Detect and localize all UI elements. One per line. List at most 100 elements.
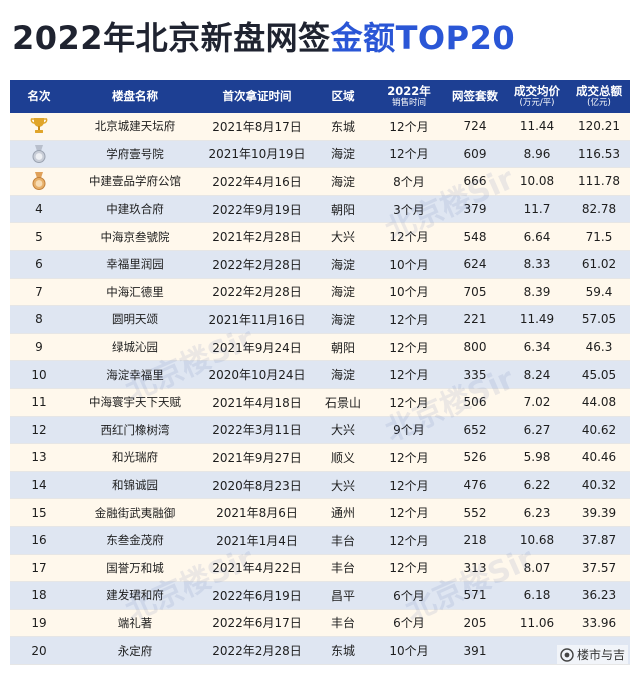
first-permit-date-cell: 2022年9月19日: [202, 195, 312, 223]
avg-price-cell: 10.68: [506, 526, 568, 554]
signed-units-cell: 652: [444, 416, 506, 444]
first-permit-date-cell: 2020年8月23日: [202, 471, 312, 499]
sales-period-cell: 12个月: [374, 140, 444, 168]
first-permit-date-cell: 2021年1月4日: [202, 526, 312, 554]
first-permit-date-cell: 2021年8月6日: [202, 498, 312, 527]
first-permit-date-cell: 2021年2月28日: [202, 222, 312, 251]
column-header-label: 2022年: [387, 84, 431, 98]
sales-period-cell: 12个月: [374, 388, 444, 417]
project-name-cell: 端礼著: [68, 609, 202, 637]
first-permit-date-cell: 2021年11月16日: [202, 305, 312, 334]
column-header-label: 网签套数: [452, 89, 498, 103]
total-amount-cell: 37.57: [568, 554, 630, 582]
district-cell: 海淀: [312, 167, 374, 196]
rank-cell: [10, 113, 68, 141]
title-part-1: 2022年北京新盘网签: [12, 19, 331, 57]
column-header-sublabel: 销售时间: [391, 98, 426, 108]
avg-price-cell: 8.96: [506, 140, 568, 168]
table-row: 15 金融街武夷融御 2021年8月6日 通州 12个月 552 6.23 39.39: [10, 498, 630, 527]
silver-medal-icon: [30, 144, 48, 164]
column-header-label: 成交总额: [576, 84, 622, 98]
district-cell: 昌平: [312, 581, 374, 610]
signed-units-cell: 313: [444, 554, 506, 582]
first-permit-date-cell: 2021年9月27日: [202, 443, 312, 472]
table-row: 10 海淀幸福里 2020年10月24日 海淀 12个月 335 8.24 45.05: [10, 360, 630, 389]
table-row: 18 建发珺和府 2022年6月19日 昌平 6个月 571 6.18 36.23: [10, 581, 630, 610]
column-header: 2022年 销售时间: [374, 80, 444, 113]
district-cell: 朝阳: [312, 333, 374, 361]
table-row: 5 中海京叁號院 2021年2月28日 大兴 12个月 548 6.64 71.5: [10, 222, 630, 251]
total-amount-cell: 46.3: [568, 333, 630, 361]
project-name-cell: 和光瑞府: [68, 443, 202, 472]
sales-period-cell: 10个月: [374, 636, 444, 665]
total-amount-cell: 44.08: [568, 388, 630, 417]
district-cell: 丰台: [312, 526, 374, 554]
avg-price-cell: 8.24: [506, 360, 568, 389]
table-row: 北京城建天坛府 2021年8月17日 东城 12个月 724 11.44 120.21: [10, 113, 630, 141]
rank-cell: 17: [10, 554, 68, 582]
signed-units-cell: 666: [444, 167, 506, 196]
sales-period-cell: 8个月: [374, 167, 444, 196]
rank-cell: [10, 140, 68, 168]
signed-units-cell: 724: [444, 113, 506, 141]
sales-period-cell: 12个月: [374, 333, 444, 361]
avg-price-cell: 11.44: [506, 113, 568, 141]
rank-cell: 16: [10, 526, 68, 554]
first-permit-date-cell: 2021年9月24日: [202, 333, 312, 361]
district-cell: 海淀: [312, 250, 374, 279]
avg-price-cell: 11.7: [506, 195, 568, 223]
project-name-cell: 东叁金茂府: [68, 526, 202, 554]
column-header: 成交均价 (万元/平): [506, 80, 568, 113]
district-cell: 大兴: [312, 471, 374, 499]
total-amount-cell: 36.23: [568, 581, 630, 610]
column-header-sublabel: (亿元): [587, 98, 611, 108]
project-name-cell: 西红门橡树湾: [68, 416, 202, 444]
column-header: 网签套数: [444, 80, 506, 113]
signed-units-cell: 526: [444, 443, 506, 472]
table-row: 14 和锦诚园 2020年8月23日 大兴 12个月 476 6.22 40.32: [10, 471, 630, 499]
table-row: 17 国誉万和城 2021年4月22日 丰台 12个月 313 8.07 37.57: [10, 554, 630, 582]
table-row: 20 永定府 2022年2月28日 东城 10个月 391: [10, 636, 630, 665]
project-name-cell: 北京城建天坛府: [68, 113, 202, 141]
rank-cell: 18: [10, 581, 68, 610]
column-header: 首次拿证时间: [202, 80, 312, 113]
avg-price-cell: 10.08: [506, 167, 568, 196]
signed-units-cell: 571: [444, 581, 506, 610]
table-row: 19 端礼著 2022年6月17日 丰台 6个月 205 11.06 33.96: [10, 609, 630, 637]
signed-units-cell: 221: [444, 305, 506, 334]
total-amount-cell: 111.78: [568, 167, 630, 196]
total-amount-cell: 120.21: [568, 113, 630, 141]
header-row: 名次 楼盘名称 首次拿证时间 区域 2022年 销售时间 网签套数 成交均价 (万元/平) 成交总…: [10, 80, 630, 113]
project-name-cell: 学府壹号院: [68, 140, 202, 168]
sales-period-cell: 12个月: [374, 305, 444, 334]
total-amount-cell: 82.78: [568, 195, 630, 223]
table-row: 中建壹品学府公馆 2022年4月16日 海淀 8个月 666 10.08 111.78: [10, 167, 630, 196]
sales-period-cell: 9个月: [374, 416, 444, 444]
column-header-label: 首次拿证时间: [222, 89, 292, 103]
rank-cell: 13: [10, 443, 68, 472]
total-amount-cell: 71.5: [568, 222, 630, 251]
signed-units-cell: 552: [444, 498, 506, 527]
rank-cell: 7: [10, 278, 68, 306]
project-name-cell: 国誉万和城: [68, 554, 202, 582]
first-permit-date-cell: 2022年2月28日: [202, 636, 312, 665]
avg-price-cell: 11.49: [506, 305, 568, 334]
avg-price-cell: 8.33: [506, 250, 568, 279]
project-name-cell: 中海京叁號院: [68, 222, 202, 251]
total-amount-cell: 61.02: [568, 250, 630, 279]
rank-cell: 10: [10, 360, 68, 389]
signed-units-cell: 609: [444, 140, 506, 168]
rank-cell: 20: [10, 636, 68, 665]
rank-cell: 6: [10, 250, 68, 279]
signed-units-cell: 506: [444, 388, 506, 417]
column-header-sublabel: (万元/平): [519, 98, 555, 108]
ranking-table: 名次 楼盘名称 首次拿证时间 区域 2022年 销售时间 网签套数 成交均价 (万元/平) 成交总…: [10, 80, 630, 665]
avg-price-cell: 5.98: [506, 443, 568, 472]
total-amount-cell: 37.87: [568, 526, 630, 554]
district-cell: 通州: [312, 498, 374, 527]
signed-units-cell: 391: [444, 636, 506, 665]
table-row: 4 中建玖合府 2022年9月19日 朝阳 3个月 379 11.7 82.78: [10, 195, 630, 223]
first-permit-date-cell: 2020年10月24日: [202, 360, 312, 389]
first-permit-date-cell: 2022年2月28日: [202, 250, 312, 279]
rank-cell: 4: [10, 195, 68, 223]
